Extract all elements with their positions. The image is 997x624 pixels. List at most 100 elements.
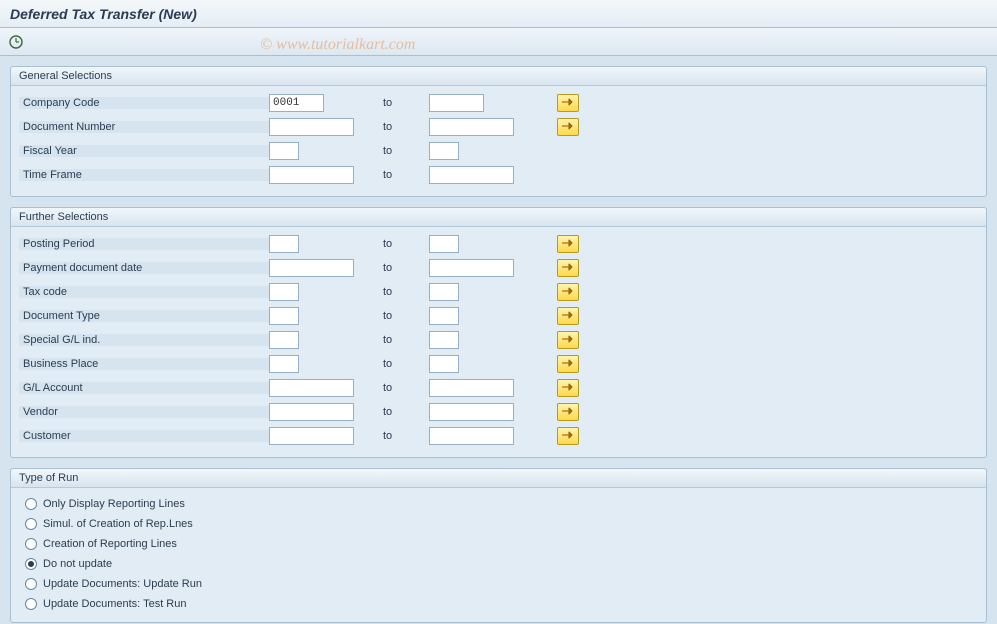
to-input[interactable] xyxy=(429,427,514,445)
multiple-selection-button[interactable] xyxy=(557,283,579,301)
multiple-selection-button[interactable] xyxy=(557,94,579,112)
radio-option[interactable]: Update Documents: Update Run xyxy=(19,574,978,594)
selection-row: Document Number to xyxy=(19,116,978,138)
selection-row: Payment document dateto xyxy=(19,257,978,279)
radio-icon[interactable] xyxy=(25,578,37,590)
to-label: to xyxy=(379,310,429,322)
to-label: to xyxy=(379,382,429,394)
multiple-selection-button[interactable] xyxy=(557,355,579,373)
field-label: Customer xyxy=(19,430,269,442)
selection-row: Special G/L ind. to xyxy=(19,329,978,351)
radio-icon[interactable] xyxy=(25,598,37,610)
from-input[interactable] xyxy=(269,331,299,349)
radio-option[interactable]: Update Documents: Test Run xyxy=(19,594,978,614)
selection-row: Customer to xyxy=(19,425,978,447)
multiple-selection-button[interactable] xyxy=(557,427,579,445)
panel-type-of-run: Type of Run Only Display Reporting Lines… xyxy=(10,468,987,623)
arrow-right-icon xyxy=(561,310,575,323)
field-label: Posting Period xyxy=(19,238,269,250)
to-input[interactable] xyxy=(429,259,514,277)
arrow-right-icon xyxy=(561,97,575,110)
radio-option[interactable]: Simul. of Creation of Rep.Lnes xyxy=(19,514,978,534)
radio-icon[interactable] xyxy=(25,498,37,510)
radio-option[interactable]: Do not update xyxy=(19,554,978,574)
selection-row: Vendor to xyxy=(19,401,978,423)
from-input[interactable] xyxy=(269,379,354,397)
to-label: to xyxy=(379,121,429,133)
selection-row: Posting Periodto xyxy=(19,233,978,255)
arrow-right-icon xyxy=(561,121,575,134)
to-input[interactable] xyxy=(429,307,459,325)
to-input[interactable] xyxy=(429,94,484,112)
radio-icon[interactable] xyxy=(25,558,37,570)
selection-row: Time Frameto xyxy=(19,164,978,186)
field-label: Fiscal Year xyxy=(19,145,269,157)
panel-further-selections: Further Selections Posting PeriodtoPayme… xyxy=(10,207,987,458)
radio-label: Update Documents: Update Run xyxy=(43,578,202,590)
multiple-selection-button[interactable] xyxy=(557,379,579,397)
to-input[interactable] xyxy=(429,331,459,349)
toolbar xyxy=(0,28,997,56)
to-label: to xyxy=(379,286,429,298)
to-label: to xyxy=(379,97,429,109)
field-label: Tax code xyxy=(19,286,269,298)
from-input[interactable] xyxy=(269,307,299,325)
multiple-selection-button[interactable] xyxy=(557,235,579,253)
from-input[interactable] xyxy=(269,94,324,112)
field-label: Vendor xyxy=(19,406,269,418)
to-label: to xyxy=(379,406,429,418)
to-label: to xyxy=(379,262,429,274)
field-label: Special G/L ind. xyxy=(19,334,269,346)
arrow-right-icon xyxy=(561,262,575,275)
to-label: to xyxy=(379,430,429,442)
radio-label: Do not update xyxy=(43,558,112,570)
selection-row: Document Typeto xyxy=(19,305,978,327)
radio-label: Update Documents: Test Run xyxy=(43,598,186,610)
from-input[interactable] xyxy=(269,403,354,421)
radio-label: Simul. of Creation of Rep.Lnes xyxy=(43,518,193,530)
from-input[interactable] xyxy=(269,166,354,184)
to-input[interactable] xyxy=(429,166,514,184)
from-input[interactable] xyxy=(269,259,354,277)
multiple-selection-button[interactable] xyxy=(557,118,579,136)
from-input[interactable] xyxy=(269,283,299,301)
execute-icon[interactable] xyxy=(8,34,24,50)
field-label: G/L Account xyxy=(19,382,269,394)
multiple-selection-button[interactable] xyxy=(557,307,579,325)
arrow-right-icon xyxy=(561,430,575,443)
selection-row: G/L Account to xyxy=(19,377,978,399)
to-input[interactable] xyxy=(429,379,514,397)
from-input[interactable] xyxy=(269,427,354,445)
arrow-right-icon xyxy=(561,286,575,299)
from-input[interactable] xyxy=(269,355,299,373)
multiple-selection-button[interactable] xyxy=(557,331,579,349)
selection-row: Fiscal Yearto xyxy=(19,140,978,162)
to-input[interactable] xyxy=(429,403,514,421)
to-input[interactable] xyxy=(429,283,459,301)
from-input[interactable] xyxy=(269,142,299,160)
arrow-right-icon xyxy=(561,358,575,371)
panel-header-runtype: Type of Run xyxy=(11,469,986,488)
content-area: General Selections Company CodetoDocumen… xyxy=(0,56,997,623)
to-input[interactable] xyxy=(429,235,459,253)
from-input[interactable] xyxy=(269,118,354,136)
radio-option[interactable]: Only Display Reporting Lines xyxy=(19,494,978,514)
radio-label: Creation of Reporting Lines xyxy=(43,538,177,550)
page-title: Deferred Tax Transfer (New) xyxy=(0,0,997,28)
multiple-selection-button[interactable] xyxy=(557,403,579,421)
radio-icon[interactable] xyxy=(25,518,37,530)
arrow-right-icon xyxy=(561,334,575,347)
radio-option[interactable]: Creation of Reporting Lines xyxy=(19,534,978,554)
radio-icon[interactable] xyxy=(25,538,37,550)
panel-header-further: Further Selections xyxy=(11,208,986,227)
field-label: Document Number xyxy=(19,121,269,133)
to-input[interactable] xyxy=(429,355,459,373)
to-label: to xyxy=(379,169,429,181)
multiple-selection-button[interactable] xyxy=(557,259,579,277)
to-label: to xyxy=(379,334,429,346)
to-input[interactable] xyxy=(429,118,514,136)
selection-row: Business Placeto xyxy=(19,353,978,375)
to-input[interactable] xyxy=(429,142,459,160)
arrow-right-icon xyxy=(561,406,575,419)
from-input[interactable] xyxy=(269,235,299,253)
